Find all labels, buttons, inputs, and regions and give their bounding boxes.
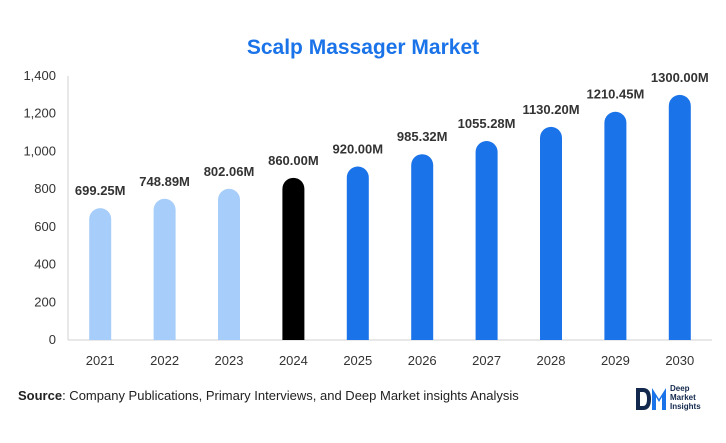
data-label: 1130.20M	[522, 102, 579, 117]
logo-line: Market	[670, 393, 696, 402]
data-label: 920.00M	[333, 142, 384, 157]
logo-line: Insights	[670, 402, 701, 411]
dm-logo-icon	[636, 388, 666, 410]
data-label: 1300.00M	[651, 70, 709, 85]
bar	[411, 154, 434, 340]
bar	[668, 94, 691, 340]
y-tick-label: 1,400	[23, 68, 56, 83]
source-note: Source: Company Publications, Primary In…	[18, 388, 519, 403]
y-tick-label: 800	[34, 181, 56, 196]
bar	[218, 188, 240, 340]
y-tick-label: 0	[49, 332, 56, 347]
x-tick-label: 2024	[279, 353, 308, 368]
data-label: 699.25M	[75, 183, 126, 198]
x-tick-label: 2023	[215, 353, 244, 368]
chart-title: Scalp Massager Market	[246, 36, 480, 59]
x-tick-label: 2030	[665, 353, 694, 368]
data-label: 985.32M	[397, 129, 448, 144]
bar	[540, 126, 562, 340]
source-label: Source	[18, 388, 63, 403]
bar	[153, 198, 176, 340]
logo-text: Deep Market Insights	[670, 384, 701, 411]
x-tick-label: 2025	[343, 353, 372, 368]
x-tick-label: 2028	[537, 353, 566, 368]
bar	[475, 141, 498, 340]
deep-market-insights-logo: Deep Market Insights	[634, 384, 720, 414]
y-tick-label: 600	[34, 219, 56, 234]
data-label: 748.89M	[139, 174, 190, 189]
bar	[282, 177, 305, 340]
data-label: 802.06M	[204, 164, 255, 179]
data-label: 860.00M	[268, 153, 319, 168]
x-tick-label: 2026	[408, 353, 437, 368]
y-tick-label: 400	[34, 257, 56, 272]
bar	[89, 208, 112, 340]
data-label: 1055.28M	[458, 116, 516, 131]
source-text: : Company Publications, Primary Intervie…	[62, 388, 519, 403]
logo-line: Deep	[670, 384, 690, 393]
bar	[604, 111, 627, 340]
x-tick-label: 2029	[601, 353, 630, 368]
x-tick-label: 2027	[472, 353, 501, 368]
y-tick-label: 1,000	[23, 143, 56, 158]
y-tick-label: 1,200	[23, 106, 56, 121]
data-label: 1210.45M	[586, 87, 644, 102]
y-tick-label: 200	[34, 294, 56, 309]
x-tick-label: 2021	[86, 353, 115, 368]
bar	[346, 166, 369, 340]
x-tick-label: 2022	[150, 353, 179, 368]
